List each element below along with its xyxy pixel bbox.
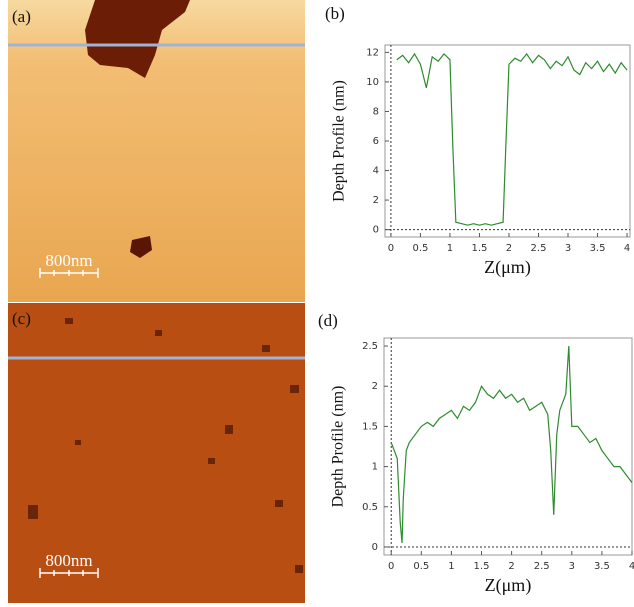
image-bg [8, 0, 305, 302]
x-tick-label: 1 [448, 561, 454, 572]
afm-image-c: (c) 800nm [8, 303, 305, 603]
x-tick-label: 0.5 [412, 243, 428, 254]
data-line [396, 52, 628, 226]
y-tick-label: 10 [366, 77, 379, 88]
x-tick-label: 3 [569, 561, 575, 572]
x-tick-label: 0.5 [413, 561, 429, 572]
hole [85, 0, 190, 78]
y-axis-label: Depth Profile (nm) [330, 386, 347, 508]
plot-frame [383, 337, 633, 556]
y-tick-label: 2.5 [362, 341, 378, 352]
x-tick-label: 2.5 [534, 561, 550, 572]
x-tick-label: 3 [565, 243, 571, 254]
afm-image-a: (a) 800nm [8, 0, 305, 302]
plot-frame [384, 44, 631, 238]
scale-bar-label: 800nm [45, 251, 92, 270]
x-tick-label: 2 [508, 561, 514, 572]
scale-bar [39, 268, 99, 278]
y-tick-label: 1 [372, 462, 378, 473]
data-line [390, 345, 633, 543]
panel-label: (b) [325, 4, 345, 23]
y-tick-label: 2 [373, 195, 379, 206]
x-tick-label: 3.5 [594, 561, 610, 572]
y-tick-label: 6 [373, 136, 379, 147]
y-tick-label: 12 [366, 47, 379, 58]
scale-bar-label: 800nm [45, 551, 92, 570]
y-tick-label: 8 [373, 106, 379, 117]
y-tick-label: 1.5 [362, 421, 378, 432]
panel-label: (d) [318, 311, 338, 330]
pits [28, 318, 303, 573]
y-tick-label: 2 [372, 381, 378, 392]
x-axis-label: Z(μm) [485, 575, 532, 596]
x-tick-label: 0 [388, 561, 394, 572]
y-tick-label: 0 [373, 225, 379, 236]
x-axis-label: Z(μm) [484, 257, 531, 278]
y-tick-label: 0.5 [362, 502, 378, 513]
panel-label: (c) [12, 309, 31, 328]
y-tick-label: 0 [372, 542, 378, 553]
image-bg [8, 303, 305, 603]
x-tick-label: 0 [388, 243, 394, 254]
x-tick-label: 4 [629, 561, 634, 572]
y-tick-label: 4 [373, 166, 379, 177]
x-tick-label: 1 [447, 243, 453, 254]
y-axis-label: Depth Profile (nm) [331, 80, 348, 202]
hole [130, 236, 152, 258]
x-tick-label: 2 [506, 243, 512, 254]
x-tick-label: 2.5 [531, 243, 547, 254]
x-tick-label: 3.5 [590, 243, 606, 254]
x-tick-label: 1.5 [474, 561, 490, 572]
x-tick-label: 1.5 [472, 243, 488, 254]
panel-label: (a) [12, 7, 31, 26]
scale-bar [39, 568, 99, 578]
x-tick-label: 4 [624, 243, 630, 254]
